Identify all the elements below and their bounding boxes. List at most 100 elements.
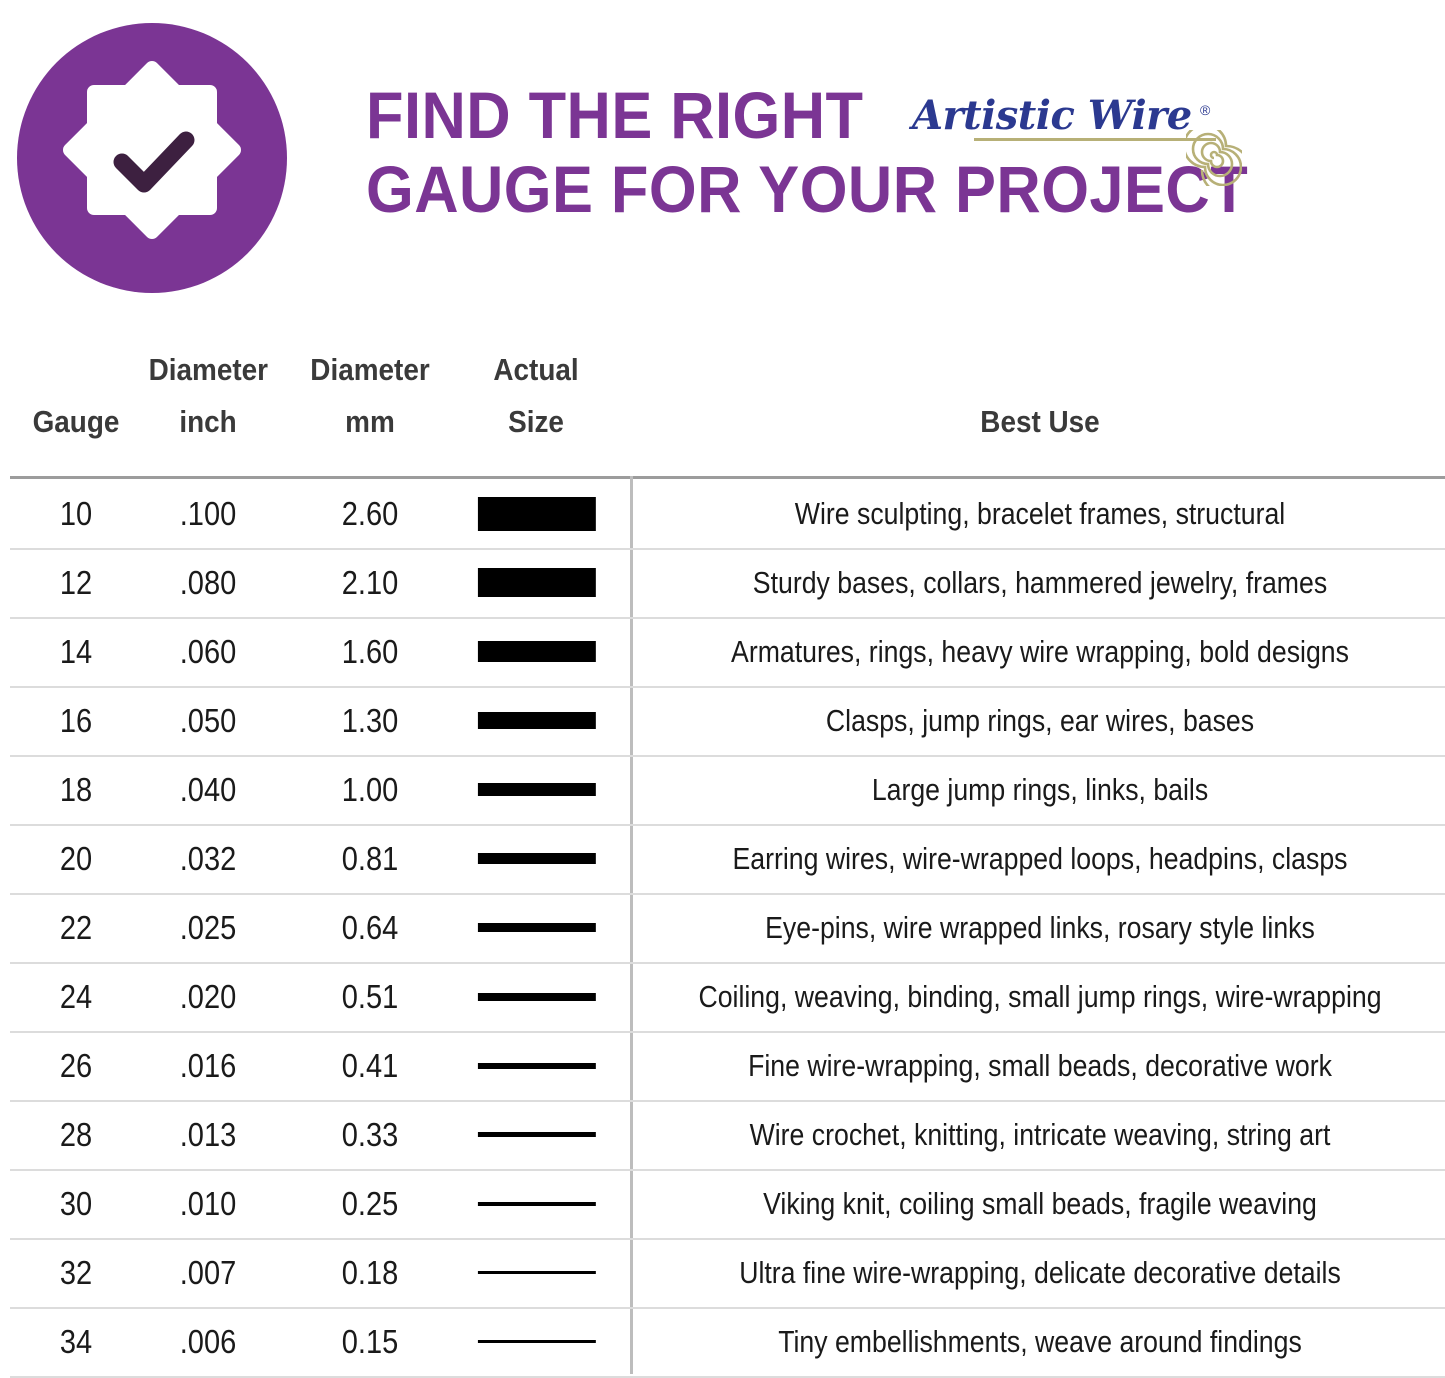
cell-gauge: 14 [59,632,93,670]
header-diameter-inch-top: Diameter [148,352,269,387]
cell-diameter-inch: .040 [179,770,237,808]
brand-underline-rule [974,138,1216,141]
wire-thickness-bar [477,1062,596,1069]
cell-actual-size [469,893,603,962]
cell-diameter-inch: .007 [179,1253,237,1291]
cell-diameter-inch: .013 [179,1115,237,1153]
table-row: 12 .080 2.10 Sturdy bases, collars, hammere… [0,548,1445,617]
cell-actual-size [469,686,603,755]
cell-gauge: 24 [59,977,93,1015]
header-size: Size [508,404,564,439]
cell-diameter-inch: .032 [179,839,237,877]
cell-diameter-mm: 0.25 [341,1184,399,1222]
cell-diameter-mm: 0.51 [341,977,399,1015]
table-header-lower-row: Gauge inch mm Size Best Use [0,404,1445,474]
wire-thickness-bar [477,1271,596,1274]
page-header: FIND THE RIGHT GAUGE FOR YOUR PROJECT Ar… [0,0,1445,340]
artistic-wire-logo: Artistic Wire ® [912,92,1242,188]
cell-actual-size [469,824,603,893]
cell-best-use: Ultra fine wire-wrapping, delicate decor… [739,1254,1341,1290]
table-row: 34 .006 0.15 Tiny embellishments, weave aro… [0,1307,1445,1378]
cell-gauge: 10 [59,494,93,532]
cell-diameter-inch: .010 [179,1184,237,1222]
cell-best-use: Fine wire-wrapping, small beads, decorat… [748,1047,1332,1083]
cell-actual-size [469,755,603,824]
table-header-rule [10,476,1445,479]
cell-diameter-mm: 0.41 [341,1046,399,1084]
cell-actual-size [469,1100,603,1169]
wire-thickness-bar [477,496,596,531]
cell-gauge: 16 [59,701,93,739]
table-row: 16 .050 1.30 Clasps, jump rings, ear wires,… [0,686,1445,755]
table-row: 26 .016 0.41 Fine wire-wrapping, small bead… [0,1031,1445,1100]
table-column-divider [630,476,633,1374]
cell-diameter-inch: .060 [179,632,237,670]
cell-gauge: 26 [59,1046,93,1084]
cell-diameter-mm: 2.10 [341,563,399,601]
table-row: 30 .010 0.25 Viking knit, coiling small bea… [0,1169,1445,1238]
cell-diameter-mm: 0.18 [341,1253,399,1291]
table-row: 24 .020 0.51 Coiling, weaving, binding, sma… [0,962,1445,1031]
cell-best-use: Wire crochet, knitting, intricate weavin… [749,1116,1331,1152]
cell-diameter-inch: .006 [179,1322,237,1360]
table-row: 28 .013 0.33 Wire crochet, knitting, intric… [0,1100,1445,1169]
table-row: 18 .040 1.00 Large jump rings, links, bails [0,755,1445,824]
wire-thickness-bar [477,783,596,796]
cell-diameter-inch: .025 [179,908,237,946]
wire-thickness-bar [477,1132,596,1137]
cell-gauge: 28 [59,1115,93,1153]
cell-diameter-inch: .080 [179,563,237,601]
cell-actual-size [469,617,603,686]
cell-best-use: Viking knit, coiling small beads, fragil… [763,1185,1317,1221]
cell-actual-size [469,1169,603,1238]
cell-gauge: 30 [59,1184,93,1222]
headline-block: FIND THE RIGHT GAUGE FOR YOUR PROJECT [366,78,1426,226]
cell-best-use: Armatures, rings, heavy wire wrapping, b… [731,633,1349,669]
wire-thickness-bar [477,641,596,662]
cell-diameter-mm: 0.81 [341,839,399,877]
page-title-line-2: GAUGE FOR YOUR PROJECT [366,152,1249,226]
page-title-line-1: FIND THE RIGHT [366,78,864,152]
cell-gauge: 32 [59,1253,93,1291]
cell-actual-size [469,1238,603,1307]
wire-thickness-bar [477,853,596,864]
table-row: 32 .007 0.18 Ultra fine wire-wrapping, deli… [0,1238,1445,1307]
cell-best-use: Eye-pins, wire wrapped links, rosary sty… [765,909,1315,945]
header-gauge: Gauge [32,404,120,439]
table-header-upper-row: Diameter Diameter Actual [0,352,1445,404]
table-row: 22 .025 0.64 Eye-pins, wire wrapped links, … [0,893,1445,962]
cell-best-use: Tiny embellishments, weave around findin… [778,1323,1302,1359]
cell-gauge: 22 [59,908,93,946]
cell-diameter-mm: 0.64 [341,908,399,946]
header-actual-top: Actual [493,352,579,387]
wire-thickness-bar [477,1201,596,1206]
cell-best-use: Coiling, weaving, binding, small jump ri… [698,978,1382,1014]
table-row: 20 .032 0.81 Earring wires, wire-wrapped lo… [0,824,1445,893]
table-row: 14 .060 1.60 Armatures, rings, heavy wire w… [0,617,1445,686]
wire-thickness-bar [477,992,596,1001]
cell-best-use: Sturdy bases, collars, hammered jewelry,… [752,564,1328,600]
cell-actual-size [469,548,603,617]
cell-actual-size [469,1307,603,1376]
cell-diameter-inch: .050 [179,701,237,739]
table-body: 10 .100 2.60 Wire sculpting, bracelet frame… [0,479,1445,1378]
cell-best-use: Large jump rings, links, bails [871,771,1209,807]
artistic-wire-wordmark: Artistic Wire [912,92,1192,139]
header-diameter-mm-top: Diameter [310,352,430,387]
cell-gauge: 12 [59,563,93,601]
cell-diameter-mm: 1.60 [341,632,399,670]
cell-best-use: Earring wires, wire-wrapped loops, headp… [732,840,1348,876]
cell-actual-size [469,1031,603,1100]
cell-best-use: Wire sculpting, bracelet frames, structu… [794,495,1286,531]
wire-thickness-bar [477,712,596,729]
cell-gauge: 20 [59,839,93,877]
cell-diameter-mm: 2.60 [341,494,399,532]
cell-diameter-inch: .100 [179,494,237,532]
wire-thickness-bar [477,923,596,932]
wire-thickness-bar [477,1340,596,1343]
cell-actual-size [469,962,603,1031]
cell-gauge: 18 [59,770,93,808]
cell-diameter-mm: 1.00 [341,770,399,808]
cell-diameter-inch: .016 [179,1046,237,1084]
registered-trademark-icon: ® [1200,102,1211,118]
